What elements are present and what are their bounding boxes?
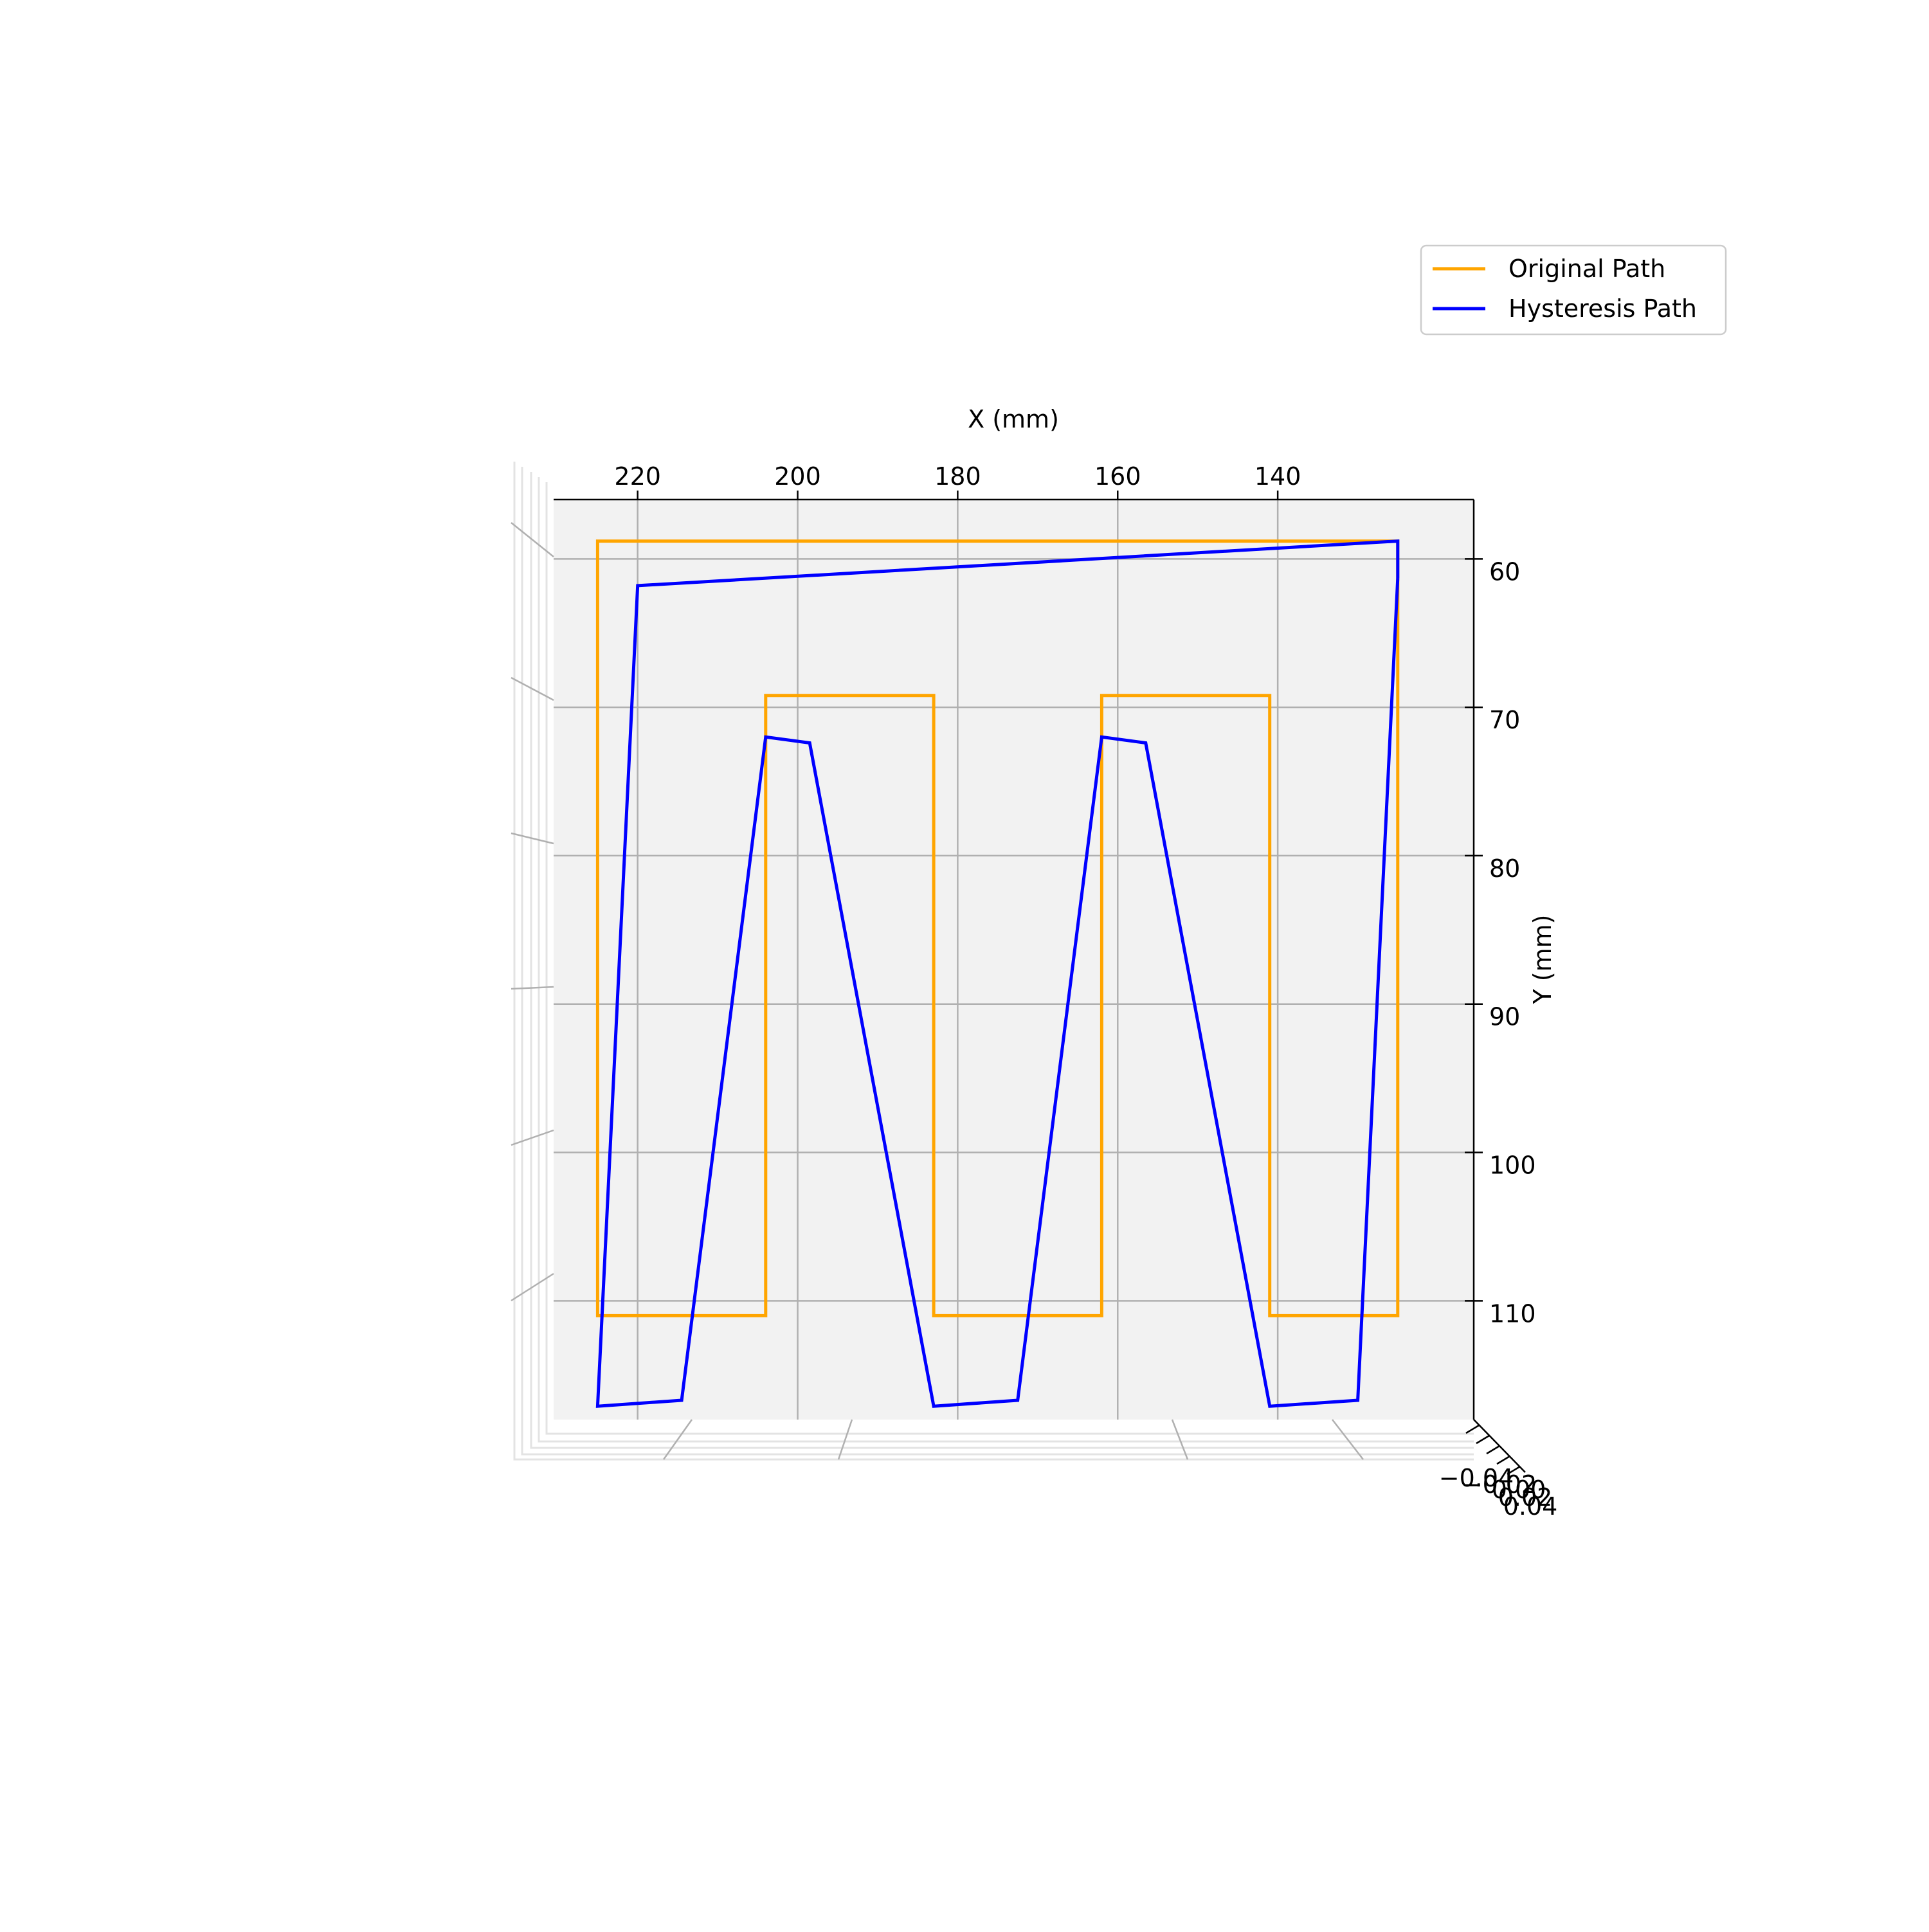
gridline-stubs	[511, 522, 1364, 1460]
x-tick-label: 220	[614, 462, 661, 491]
gridlines	[554, 500, 1474, 1420]
z-tick-mark	[1476, 1434, 1490, 1445]
z-ticks	[1465, 1424, 1521, 1476]
z-tick-label: 0.02	[1498, 1483, 1553, 1512]
x-tick-label: 180	[934, 462, 981, 491]
z-tick-label: −0.02	[1462, 1470, 1537, 1499]
x-tick-label: 140	[1254, 462, 1301, 491]
legend-label-original: Original Path	[1508, 255, 1665, 283]
y-tick-label: 90	[1489, 1003, 1520, 1031]
plot-pane	[554, 500, 1474, 1420]
z-tick-mark	[1486, 1445, 1500, 1455]
y-tick-label: 110	[1489, 1299, 1536, 1328]
y-tick-label: 70	[1489, 706, 1520, 734]
legend: Original Path Hysteresis Path	[1420, 244, 1727, 336]
z-tick-label: −0.04	[1439, 1464, 1514, 1492]
y-tick-label: 60	[1489, 557, 1520, 586]
x-ticks: 220 200 180 160 140	[614, 462, 1301, 500]
y-ticks: 60 70 80 90 100 110	[1465, 557, 1536, 1328]
series-layer	[595, 539, 1400, 1408]
y-axis-label: Y (mm)	[1528, 915, 1557, 1005]
z-tick-label: 0.04	[1503, 1492, 1558, 1521]
x-axis-label: X (mm)	[968, 405, 1059, 433]
z-tick-mark	[1496, 1455, 1510, 1465]
series-line-original-path	[595, 539, 1400, 1317]
x-tick-label: 200	[774, 462, 821, 491]
x-tick-label: 160	[1094, 462, 1141, 491]
series-line-hysteresis-path	[595, 539, 1400, 1408]
pane-edges	[513, 462, 1474, 1461]
z-tick-mark	[1507, 1465, 1521, 1476]
y-tick-label: 80	[1489, 854, 1520, 883]
z-tick-mark	[1465, 1424, 1480, 1434]
legend-label-hysteresis: Hysteresis Path	[1508, 294, 1697, 323]
legend-box	[1420, 244, 1727, 336]
axes	[554, 498, 1475, 1420]
z-axis: −0.04−0.020.000.020.04	[1439, 1419, 1558, 1521]
z-tick-label: 0.00	[1492, 1476, 1546, 1504]
y-tick-label: 100	[1489, 1151, 1536, 1180]
